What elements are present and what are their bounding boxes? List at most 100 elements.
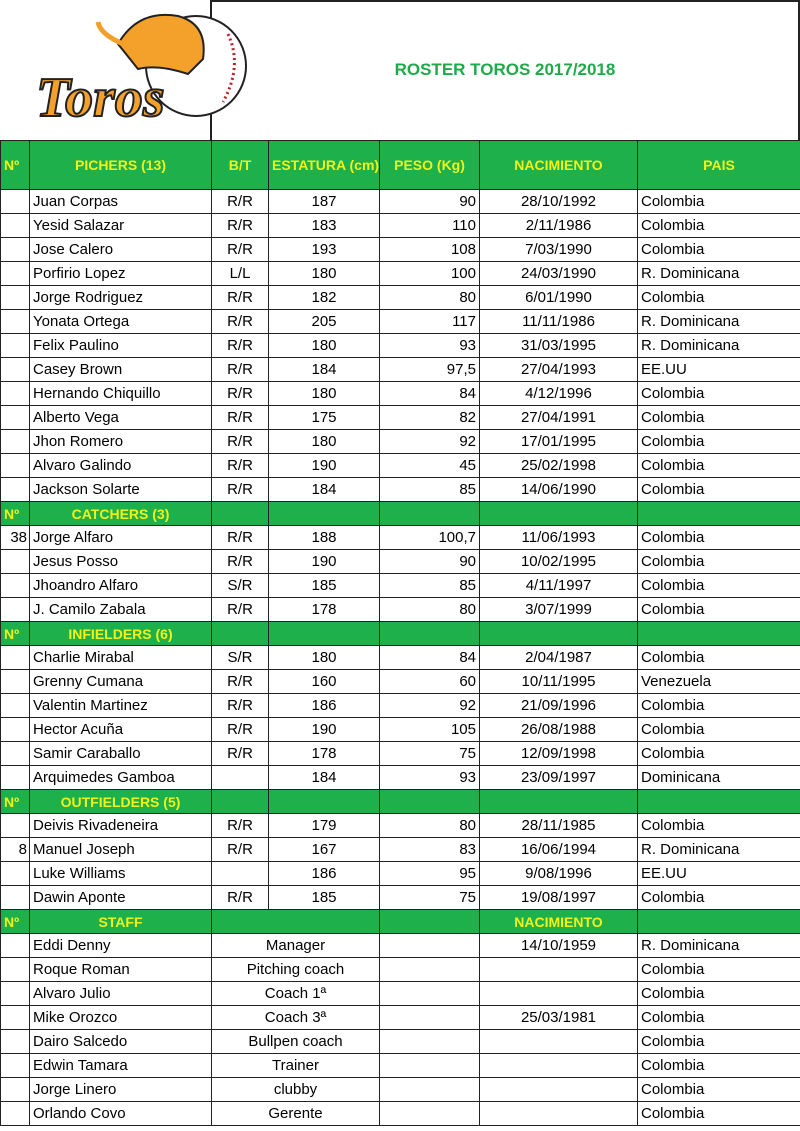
birth-date	[479, 1029, 638, 1054]
weight: 95	[379, 861, 480, 886]
height: 185	[268, 885, 380, 910]
weight: 92	[379, 429, 480, 454]
num-header: Nº	[0, 501, 30, 526]
table-row: Alvaro Julio Coach 1ª Colombia	[0, 981, 800, 1006]
num-header: Nº	[0, 789, 30, 814]
player-number	[0, 333, 30, 358]
player-name: Hernando Chiquillo	[29, 381, 212, 406]
player-name: Valentin Martinez	[29, 693, 212, 718]
weight: 80	[379, 285, 480, 310]
player-number: 8	[0, 837, 30, 862]
empty-cell	[379, 1005, 480, 1030]
player-name: Samir Caraballo	[29, 741, 212, 766]
player-number	[0, 885, 30, 910]
staff-role: clubby	[211, 1077, 380, 1102]
table-row: Jhoandro Alfaro S/R 185 85 4/11/1997 Colombia	[0, 573, 800, 598]
staff-role: Coach 1ª	[211, 981, 380, 1006]
country: Colombia	[637, 1077, 800, 1102]
birth-date	[479, 981, 638, 1006]
height: 180	[268, 261, 380, 286]
empty-header-cell	[637, 909, 800, 934]
country: R. Dominicana	[637, 261, 800, 286]
height: 193	[268, 237, 380, 262]
height: 175	[268, 405, 380, 430]
weight: 90	[379, 549, 480, 574]
table-row: 8 Manuel Joseph R/R 167 83 16/06/1994 R. Domin…	[0, 837, 800, 862]
nacimiento-header: NACIMIENTO	[479, 909, 638, 934]
table-row: Alvaro Galindo R/R 190 45 25/02/1998 Colombia	[0, 453, 800, 478]
bats-throws: R/R	[211, 357, 269, 382]
staff-number	[0, 981, 30, 1006]
country: Colombia	[637, 405, 800, 430]
country: Colombia	[637, 237, 800, 262]
weight: 80	[379, 597, 480, 622]
weight: 108	[379, 237, 480, 262]
staff-number	[0, 1101, 30, 1126]
table-row: Hector Acuña R/R 190 105 26/08/1988 Colombia	[0, 717, 800, 742]
height: 190	[268, 549, 380, 574]
section-title: STAFF	[29, 909, 212, 934]
bt-header: B/T	[211, 140, 269, 190]
staff-name: Dairo Salcedo	[29, 1029, 212, 1054]
weight: 100	[379, 261, 480, 286]
staff-header: Nº STAFF NACIMIENTO	[0, 909, 800, 934]
height: 180	[268, 381, 380, 406]
empty-cell	[379, 981, 480, 1006]
player-number	[0, 765, 30, 790]
country: Colombia	[637, 1101, 800, 1126]
birth-date: 21/09/1996	[479, 693, 638, 718]
height: 184	[268, 357, 380, 382]
player-number	[0, 381, 30, 406]
height: 179	[268, 813, 380, 838]
birth-date: 2/11/1986	[479, 213, 638, 238]
country: Colombia	[637, 813, 800, 838]
country: Colombia	[637, 453, 800, 478]
peso-header: PESO (Kg)	[379, 140, 480, 190]
height: 182	[268, 285, 380, 310]
height: 185	[268, 573, 380, 598]
player-name: Alvaro Galindo	[29, 453, 212, 478]
staff-number	[0, 1005, 30, 1030]
table-row: 38 Jorge Alfaro R/R 188 100,7 11/06/1993 Colom…	[0, 525, 800, 550]
page-title: ROSTER TOROS 2017/2018	[394, 60, 616, 79]
player-name: Yonata Ortega	[29, 309, 212, 334]
birth-date: 31/03/1995	[479, 333, 638, 358]
country: Colombia	[637, 957, 800, 982]
staff-role: Pitching coach	[211, 957, 380, 982]
table-row: Porfirio Lopez L/L 180 100 24/03/1990 R. Domi…	[0, 261, 800, 286]
birth-date: 10/02/1995	[479, 549, 638, 574]
country: R. Dominicana	[637, 333, 800, 358]
birth-date: 9/08/1996	[479, 861, 638, 886]
section-header: Nº INFIELDERS (6)	[0, 621, 800, 646]
player-name: Alberto Vega	[29, 405, 212, 430]
empty-header-cell	[479, 789, 638, 814]
section-header: Nº OUTFIELDERS (5)	[0, 789, 800, 814]
weight: 117	[379, 309, 480, 334]
player-name: Deivis Rivadeneira	[29, 813, 212, 838]
weight: 92	[379, 693, 480, 718]
country: Colombia	[637, 885, 800, 910]
staff-role: Manager	[211, 933, 380, 958]
bats-throws: R/R	[211, 741, 269, 766]
table-row: Arquimedes Gamboa 184 93 23/09/1997 Dominica…	[0, 765, 800, 790]
birth-date: 2/04/1987	[479, 645, 638, 670]
empty-header-cell	[479, 501, 638, 526]
player-name: Juan Corpas	[29, 189, 212, 214]
player-number	[0, 429, 30, 454]
table-row: Yonata Ortega R/R 205 117 11/11/1986 R. Domin…	[0, 309, 800, 334]
bats-throws: R/R	[211, 309, 269, 334]
player-name: Jhoandro Alfaro	[29, 573, 212, 598]
birth-date: 25/03/1981	[479, 1005, 638, 1030]
height: 188	[268, 525, 380, 550]
staff-number	[0, 1053, 30, 1078]
bats-throws	[211, 765, 269, 790]
table-row: Jesus Posso R/R 190 90 10/02/1995 Colombia	[0, 549, 800, 574]
height: 178	[268, 597, 380, 622]
weight: 100,7	[379, 525, 480, 550]
num-header: Nº	[0, 909, 30, 934]
empty-header-cell	[379, 621, 480, 646]
empty-cell	[379, 1029, 480, 1054]
bats-throws: S/R	[211, 573, 269, 598]
weight: 105	[379, 717, 480, 742]
birth-date	[479, 957, 638, 982]
